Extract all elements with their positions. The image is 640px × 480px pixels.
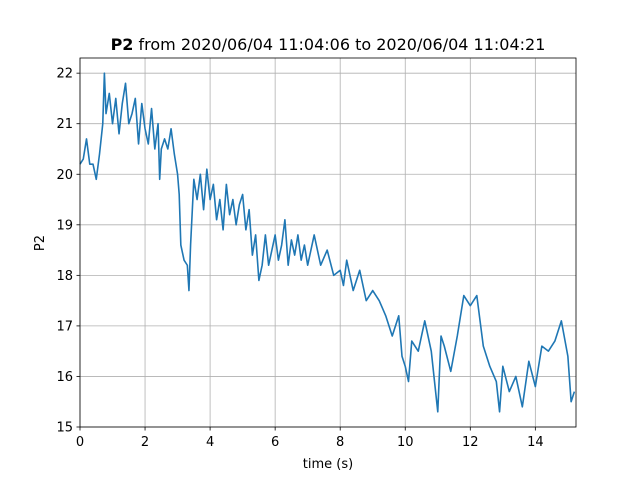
x-tick-label: 12 [462, 435, 479, 450]
y-tick-label: 17 [56, 319, 73, 334]
title-bold: P2 [111, 35, 134, 54]
y-tick-label: 16 [56, 370, 73, 385]
x-tick-label: 8 [336, 435, 344, 450]
y-tick-label: 15 [56, 421, 73, 436]
x-tick-label: 4 [206, 435, 214, 450]
y-tick-label: 19 [56, 218, 73, 233]
plot-frame [79, 57, 577, 428]
x-axis-label: time (s) [303, 457, 353, 472]
y-tick-label: 21 [56, 117, 73, 132]
x-tick-label: 6 [271, 435, 279, 450]
chart-title: P2 from 2020/06/04 11:04:06 to 2020/06/0… [111, 35, 546, 54]
x-tick-label: 10 [397, 435, 414, 450]
x-tick-label: 2 [141, 435, 149, 450]
y-tick-label: 22 [56, 67, 73, 82]
y-tick-label: 20 [56, 168, 73, 183]
y-tick-label: 18 [56, 269, 73, 284]
x-tick-label: 0 [76, 435, 84, 450]
y-axis-label: P2 [33, 235, 48, 251]
title-rest: from 2020/06/04 11:04:06 to 2020/06/04 1… [139, 35, 546, 54]
data-line [79, 72, 576, 413]
x-tick-label: 14 [527, 435, 544, 450]
